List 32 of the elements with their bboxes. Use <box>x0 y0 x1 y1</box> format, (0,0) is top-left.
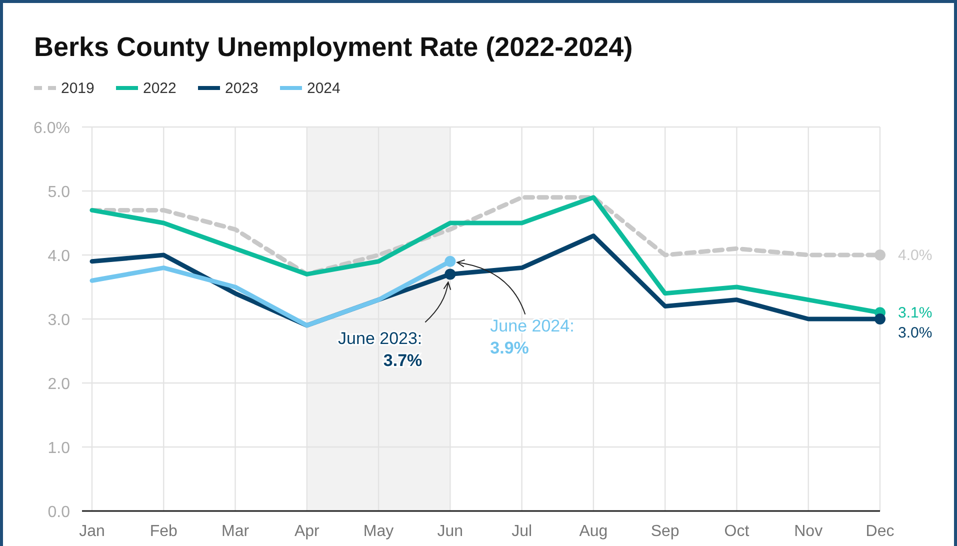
x-tick-label: Nov <box>794 523 823 540</box>
point <box>874 314 886 324</box>
x-tick-label: Dec <box>866 523 894 540</box>
legend-label: 2024 <box>307 80 340 97</box>
x-tick-label: Apr <box>294 523 320 540</box>
y-tick-label: 1.0 <box>48 440 70 457</box>
x-tick-label: May <box>363 523 394 540</box>
x-tick-label: Mar <box>221 523 250 540</box>
x-tick-label: Feb <box>150 523 178 540</box>
point <box>444 256 456 267</box>
y-tick-label: 4.0 <box>48 248 70 265</box>
y-tick-label: 2.0 <box>48 376 70 393</box>
legend-label: 2023 <box>225 80 258 97</box>
y-tick-label: 5.0 <box>48 184 70 201</box>
x-tick-label: Jan <box>79 523 105 540</box>
y-tick-label: 3.0 <box>48 312 70 329</box>
annotation: June 2023: 3.7% <box>338 329 422 370</box>
x-tick-label: Aug <box>579 523 608 540</box>
y-tick-label: 6.0% <box>34 120 70 137</box>
data-label: 3.1% <box>898 304 932 322</box>
legend-label: 2019 <box>61 80 94 97</box>
data-label: 3.0% <box>898 324 932 342</box>
x-tick-label: Jun <box>437 523 464 540</box>
point <box>444 268 456 280</box>
chart-title: Berks County Unemployment Rate (2022-2024) <box>34 32 633 62</box>
point <box>874 250 886 260</box>
legend-label: 2022 <box>143 80 176 97</box>
x-tick-label: Sep <box>650 523 680 540</box>
y-tick-label: 0.0 <box>48 504 70 521</box>
x-tick-label: Oct <box>724 523 750 540</box>
annotation: June 2024: 3.9% <box>490 316 574 358</box>
x-tick-label: Jul <box>512 523 532 540</box>
